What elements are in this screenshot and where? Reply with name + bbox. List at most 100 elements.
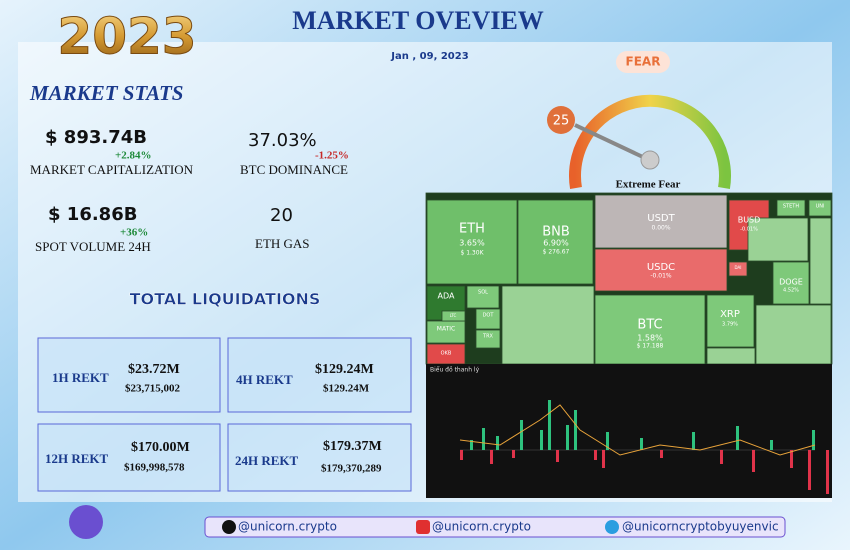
tile: [772, 261, 810, 305]
footer-bar: [204, 516, 786, 538]
gauge-value-badge: [547, 106, 575, 134]
tile-name: XRP: [720, 309, 740, 320]
title: MARKET OVEVIEW: [292, 6, 544, 35]
tile-name: DAI: [735, 265, 742, 270]
gauge-arc: [569, 94, 731, 189]
liquidation-box: [227, 423, 412, 492]
short-bars: [460, 450, 829, 494]
period: 12H REKT: [45, 451, 109, 466]
stat-label: SPOT VOLUME 24H: [35, 239, 151, 254]
tile-cluster: [809, 217, 832, 305]
tile-name: UNI: [816, 204, 825, 210]
stat-value: $ 16.86B: [48, 204, 137, 225]
liquidation-box: [37, 337, 221, 413]
gauge-value: 25: [553, 114, 570, 129]
tile-name: TRX: [482, 334, 494, 340]
liquidation-box: [227, 337, 412, 413]
heatmap-labels: ETH 3.65% $ 1.30K BNB 6.90% $ 276.67 USD…: [437, 204, 825, 357]
tile-name: STETH: [783, 204, 799, 210]
gauge-needle: [574, 123, 646, 160]
tile: [517, 199, 594, 285]
stat-label: MARKET CAPITALIZATION: [30, 162, 194, 177]
tiktok-icon: [222, 520, 236, 534]
tile-name: DOGE: [779, 278, 803, 287]
period: 1H REKT: [52, 370, 109, 385]
liq-value: $23.72M: [128, 362, 180, 377]
tile-name: LTC: [450, 313, 457, 318]
stat-value: $ 893.74B: [45, 127, 147, 148]
gauge-hub: [640, 150, 660, 170]
handle[interactable]: @unicorn.crypto: [238, 520, 337, 534]
tile-change: 1.58%: [637, 334, 663, 343]
tile: [441, 310, 466, 322]
gauge-label-pill: [616, 51, 670, 73]
tile-cluster: [747, 217, 809, 262]
tile-name: DOT: [483, 313, 495, 319]
logo: [69, 505, 103, 539]
tile-change: 6.90%: [543, 239, 569, 248]
tile: [594, 294, 706, 365]
tile-price: $ 1.30K: [460, 250, 484, 257]
stat-value: 20: [270, 205, 293, 226]
tile-change: 4.52%: [783, 288, 799, 294]
tile-cluster: [755, 304, 832, 365]
date: Jan , 09, 2023: [390, 51, 468, 62]
tile-change: -0.01%: [740, 227, 758, 233]
tile-name: BNB: [542, 225, 570, 240]
tile: [706, 294, 755, 348]
stats-title: MARKET STATS: [29, 81, 183, 105]
tile-name: SOL: [478, 290, 488, 296]
chart-title: Biểu đồ thanh lý: [430, 366, 480, 374]
tile-cluster: [501, 285, 595, 365]
tile-name: USDC: [647, 262, 675, 273]
handle[interactable]: @unicorn.crypto: [432, 520, 531, 534]
liq-exact: $23,715,002: [125, 383, 181, 395]
gauge-caption: Extreme Fear: [616, 179, 681, 191]
tile-name: OKB: [441, 351, 452, 357]
price-line: [459, 404, 816, 456]
tile-change: 0.00%: [651, 225, 670, 232]
tile: [475, 308, 501, 330]
handle[interactable]: @unicorncryptobyuyenvic: [622, 520, 779, 534]
period: 24H REKT: [235, 453, 299, 468]
stat-value: 37.03%: [248, 130, 317, 151]
liquidation-box: [37, 423, 221, 492]
tile-change: -0.01%: [650, 273, 672, 280]
tile-name: BTC: [637, 318, 662, 333]
telegram-icon: [605, 520, 619, 534]
liq-exact: $169,998,578: [124, 462, 185, 474]
liquidation-chart: Biểu đồ thanh lý: [426, 364, 832, 498]
tile-name: BUSD: [738, 216, 761, 225]
stat-label: BTC DOMINANCE: [240, 162, 348, 177]
stat-change: +36%: [120, 227, 148, 239]
tile-price: $ 17.188: [637, 343, 664, 350]
year: 2023: [57, 8, 196, 66]
liq-value: $170.00M: [131, 440, 190, 455]
tile: [466, 285, 500, 309]
tile-name: MATIC: [437, 326, 455, 333]
youtube-icon: [416, 520, 430, 534]
tile: [594, 194, 728, 249]
liquidation-boxes: [37, 337, 412, 492]
tile-name: ADA: [438, 292, 455, 301]
stat-change: -1.25%: [315, 150, 349, 162]
tile: [594, 248, 728, 292]
period: 4H REKT: [236, 372, 293, 387]
tile-name: ETH: [459, 222, 485, 237]
tile: [808, 199, 832, 217]
tile-cluster: [706, 347, 756, 365]
tile: [728, 261, 748, 277]
tile: [776, 199, 806, 217]
stat-change: +2.84%: [115, 150, 152, 162]
heatmap: [425, 192, 833, 365]
stat-label: ETH GAS: [255, 236, 310, 251]
tile-name: USDT: [647, 213, 675, 224]
gauge-label: FEAR: [626, 55, 661, 69]
long-bars: [470, 400, 815, 450]
tile-price: $ 276.67: [543, 249, 570, 256]
liq-value: $129.24M: [315, 362, 374, 377]
liq-exact: $129.24M: [323, 383, 370, 395]
tile-change: 3.79%: [722, 322, 738, 328]
tile: [426, 199, 518, 285]
